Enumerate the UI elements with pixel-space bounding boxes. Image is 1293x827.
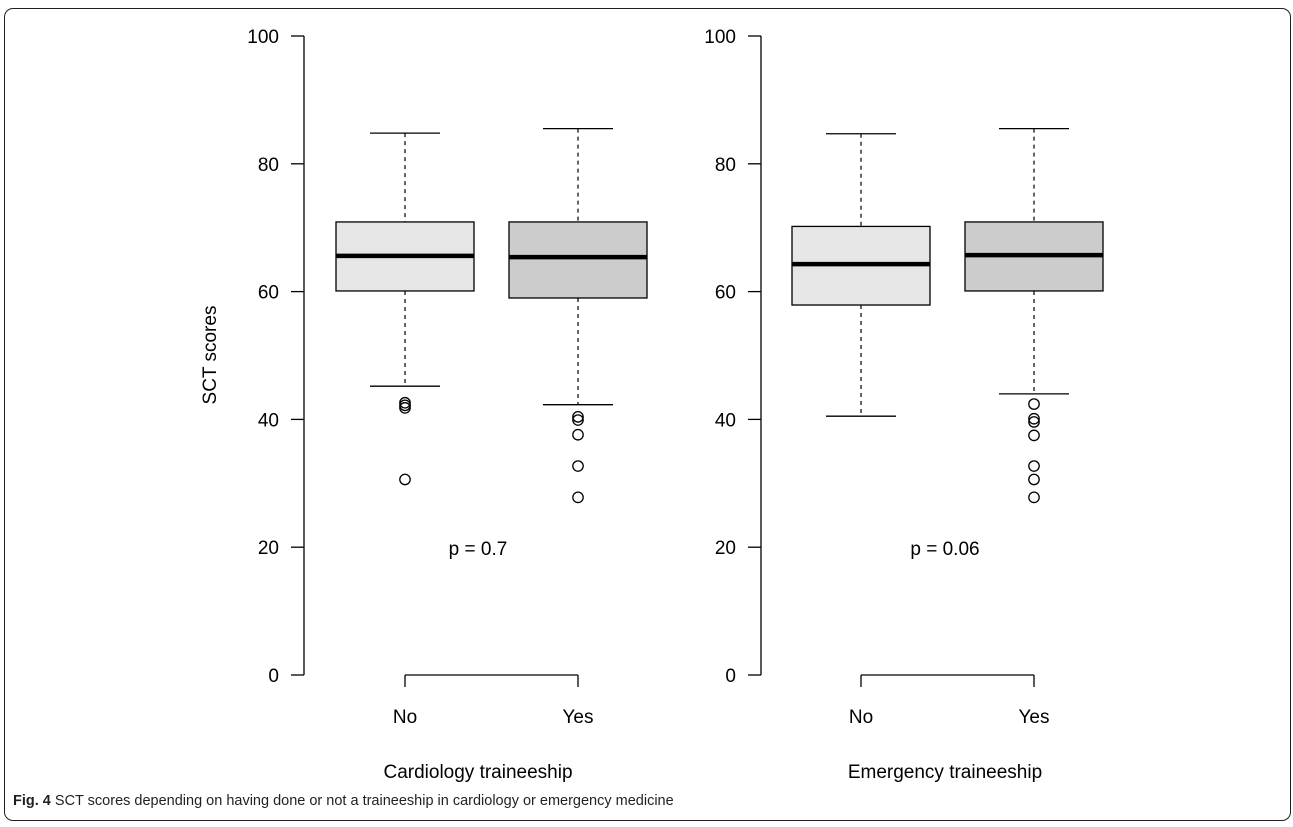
outlier-point (1028, 429, 1040, 442)
outlier-point (1028, 473, 1040, 486)
outlier-point (572, 491, 584, 504)
y-tick-label: 80 (258, 155, 279, 176)
outlier-point (399, 473, 411, 486)
figure-frame (4, 8, 1291, 821)
y-tick-label: 0 (725, 666, 736, 687)
y-tick-label: 40 (715, 410, 736, 431)
x-axis-title: Emergency traineeship (848, 762, 1042, 783)
outlier-point (399, 399, 411, 412)
box-iqr (508, 221, 648, 299)
p-value-annotation: p = 0.7 (449, 539, 508, 560)
outlier-point (1028, 398, 1040, 410)
p-value-annotation: p = 0.06 (910, 539, 979, 560)
y-tick-label: 40 (258, 410, 279, 431)
outlier-point (1028, 491, 1040, 504)
outlier-point (572, 414, 584, 426)
x-tick-label: No (849, 707, 873, 728)
y-tick-label: 60 (715, 283, 736, 304)
outlier-point (1028, 416, 1040, 428)
x-tick-label: Yes (563, 707, 594, 728)
x-axis-title: Cardiology traineeship (383, 762, 572, 783)
y-tick-label: 100 (704, 27, 736, 48)
y-tick-label: 60 (258, 283, 279, 304)
caption-label: Fig. 4 (13, 793, 51, 809)
x-tick-label: No (393, 707, 417, 728)
outlier-point (399, 402, 411, 414)
y-tick-label: 100 (247, 27, 279, 48)
y-axis-title: SCT scores (200, 306, 221, 405)
y-tick-label: 20 (715, 538, 736, 559)
outlier-point (1028, 412, 1040, 425)
caption-text: SCT scores depending on having done or n… (50, 793, 674, 809)
y-tick-label: 20 (258, 538, 279, 559)
outlier-point (1028, 460, 1040, 472)
figure-caption: Fig. 4 SCT scores depending on having do… (13, 793, 1283, 809)
y-tick-label: 80 (715, 155, 736, 176)
outlier-point (572, 460, 584, 472)
outlier-point (572, 428, 584, 441)
y-tick-label: 0 (268, 666, 279, 687)
x-tick-label: Yes (1019, 707, 1050, 728)
chart-area: 0 20 40 60 80 100 SCT scores No Yes Cardiology tr… (200, 27, 1104, 783)
outlier-point (572, 410, 584, 423)
